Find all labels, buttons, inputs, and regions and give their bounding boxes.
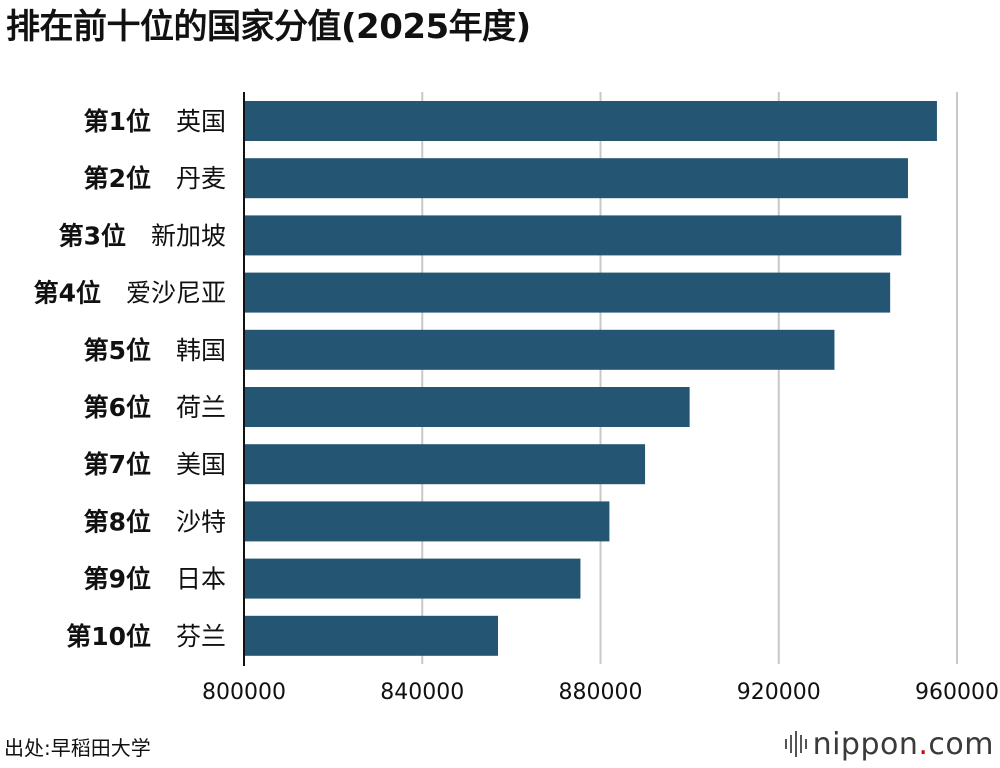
country-label: 芬兰: [176, 622, 226, 651]
rank-label: 第6位: [84, 393, 176, 422]
bar: [244, 387, 690, 427]
rank-label: 第3位: [59, 221, 151, 250]
category-label: 第4位 爱沙尼亚: [34, 279, 226, 308]
category-label: 第7位 美国: [84, 450, 226, 479]
category-label: 第8位 沙特: [84, 507, 226, 536]
category-label: 第5位 韩国: [84, 336, 226, 365]
category-label: 第9位 日本: [84, 565, 226, 594]
bar: [244, 615, 499, 656]
bar: [244, 558, 581, 599]
category-label: 第6位 荷兰: [84, 393, 226, 422]
rank-label: 第10位: [66, 622, 176, 651]
bar: [244, 272, 891, 313]
category-label: 第3位 新加坡: [59, 221, 226, 250]
logo-text: nippon.com: [812, 726, 994, 762]
chart-title: 排在前十位的国家分值(2025年度): [6, 7, 531, 47]
country-label: 美国: [176, 450, 226, 479]
x-tick-label: 960000: [915, 680, 999, 705]
country-label: 韩国: [176, 336, 226, 365]
rank-label: 第2位: [84, 164, 176, 193]
bar: [244, 158, 908, 199]
category-label: 第2位 丹麦: [84, 164, 226, 193]
rank-label: 第8位: [84, 507, 176, 536]
country-label: 荷兰: [176, 393, 226, 422]
nippon-logo: nippon.com: [784, 724, 994, 764]
rank-label: 第7位: [84, 450, 176, 479]
rank-label: 第9位: [84, 565, 176, 594]
logo-bars-icon: [784, 731, 807, 757]
bar: [244, 444, 646, 485]
rank-label: 第5位: [84, 336, 176, 365]
country-label: 爱沙尼亚: [126, 279, 226, 308]
category-label: 第1位 英国: [84, 107, 226, 136]
country-label: 丹麦: [176, 164, 226, 193]
x-tick-label: 800000: [202, 680, 286, 705]
country-label: 日本: [176, 565, 226, 594]
bar: [244, 501, 610, 542]
bar: [244, 101, 937, 141]
country-label: 英国: [176, 107, 226, 136]
country-label: 沙特: [176, 507, 226, 536]
category-label: 第10位 芬兰: [66, 622, 226, 651]
country-label: 新加坡: [151, 221, 226, 250]
bar: [244, 215, 902, 256]
rank-label: 第4位: [34, 279, 126, 308]
source-note: 出处:早稻田大学: [4, 736, 151, 760]
x-tick-label: 920000: [737, 680, 821, 705]
rank-label: 第1位: [84, 107, 176, 136]
x-tick-label: 880000: [559, 680, 643, 705]
x-tick-label: 840000: [380, 680, 464, 705]
bar: [244, 329, 835, 370]
